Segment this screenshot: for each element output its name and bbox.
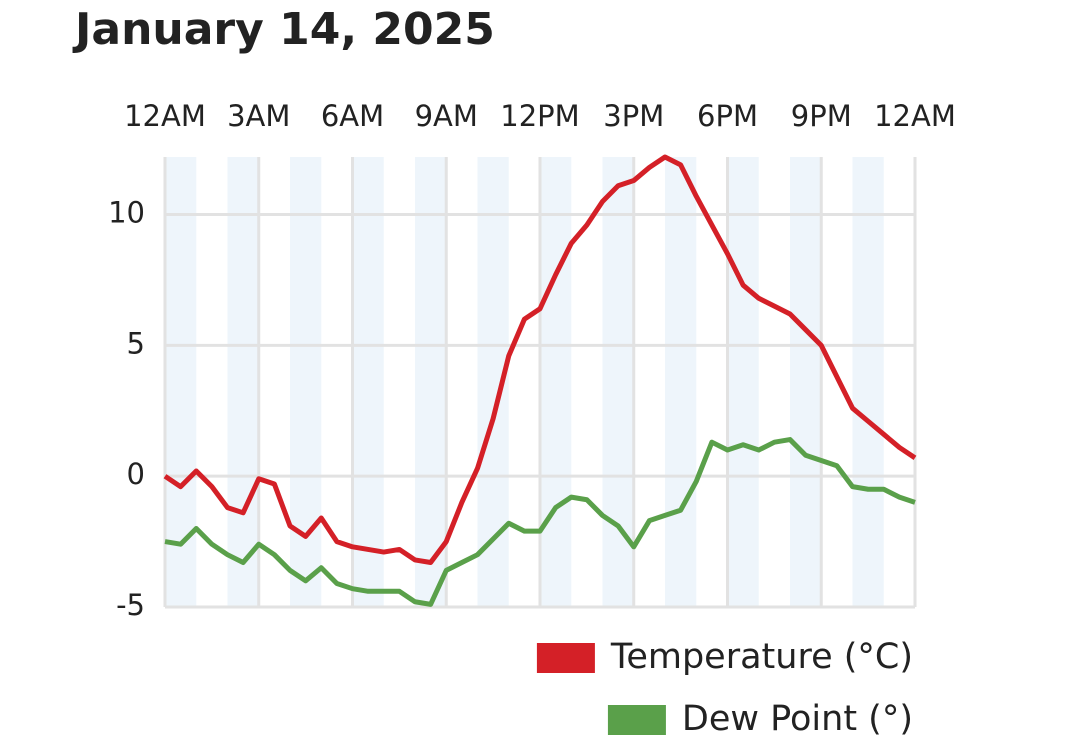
hour-band [665, 157, 697, 607]
series-line [164, 437, 916, 607]
x-tick-label: 12PM [500, 99, 579, 133]
hour-band [290, 157, 322, 607]
hour-band [165, 157, 197, 607]
y-tick-label: 0 [127, 457, 145, 491]
hour-band [227, 157, 259, 607]
hour-band [852, 157, 884, 607]
y-tick-label: 5 [127, 326, 145, 360]
chart-title: January 14, 2025 [72, 4, 495, 55]
x-tick-label: 6PM [697, 99, 758, 133]
legend-label: Dew Point (°) [682, 699, 913, 739]
hour-band [727, 157, 759, 607]
x-tick-label: 12AM [124, 99, 206, 133]
x-tick-label: 6AM [321, 99, 384, 133]
x-tick-label: 3AM [227, 99, 290, 133]
hour-band [352, 157, 384, 607]
hour-band [540, 157, 572, 607]
y-tick-label: -5 [116, 588, 145, 622]
hour-band [415, 157, 447, 607]
hour-band [790, 157, 822, 607]
legend-swatch [536, 643, 595, 673]
x-tick-label: 3PM [603, 99, 664, 133]
x-tick-label: 9PM [791, 99, 852, 133]
y-tick-label: 10 [108, 196, 145, 230]
legend-label: Temperature (°C) [610, 637, 913, 677]
hour-band [602, 157, 634, 607]
x-tick-label: 12AM [874, 99, 956, 133]
x-tick-label: 9AM [415, 99, 478, 133]
series-line [163, 154, 917, 566]
legend-swatch [607, 705, 666, 735]
